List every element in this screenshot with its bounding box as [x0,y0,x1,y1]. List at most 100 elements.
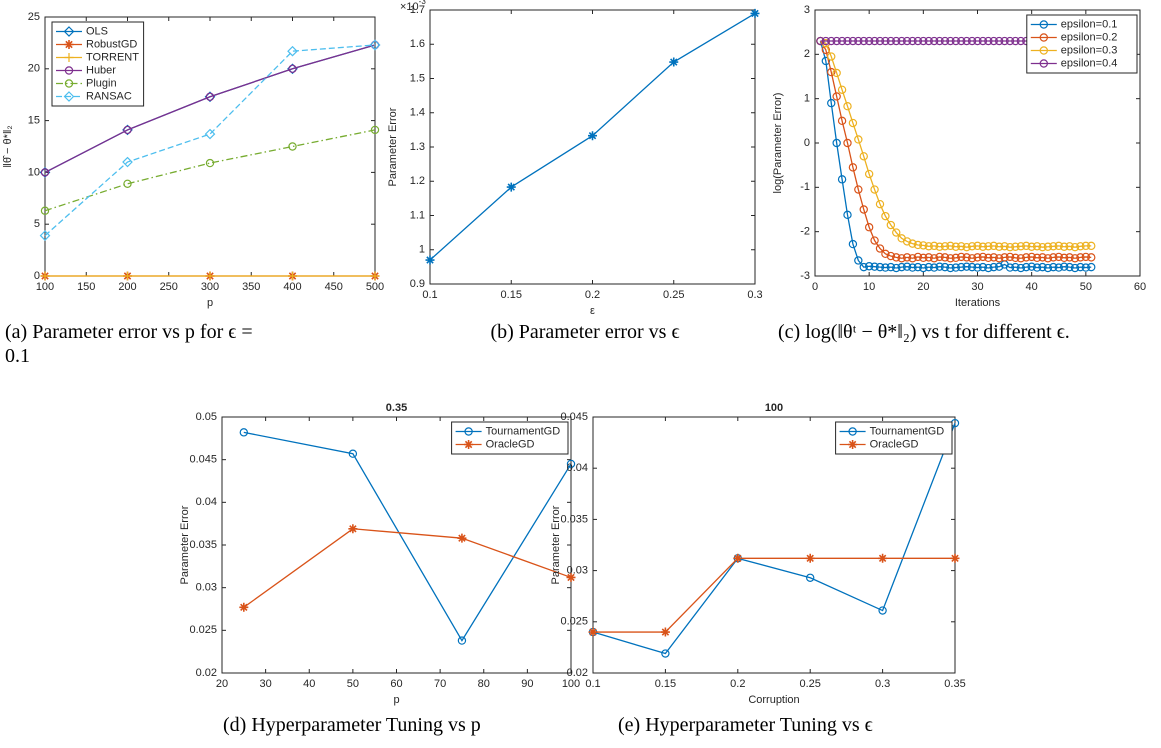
marker [989,262,998,272]
y-tick-label: 1.5 [410,72,425,84]
marker [287,45,298,57]
plot-area [222,417,571,673]
marker [1049,253,1058,262]
x-axis-label: p [393,694,399,706]
legend-marker [1039,33,1049,42]
x-tick-label: 20 [917,281,929,293]
x-tick-label: 0.2 [730,678,745,690]
marker [940,36,950,46]
marker [962,36,971,46]
y-tick-label: 0.035 [560,513,588,525]
marker [843,102,852,111]
marker [935,262,944,271]
marker [1022,241,1031,251]
marker [827,36,836,46]
marker [1065,262,1074,272]
x-tick-label: 50 [1080,281,1092,293]
marker [1087,262,1096,272]
marker [816,36,825,46]
marker [875,262,885,272]
x-tick-label: 400 [283,281,301,293]
marker [978,242,988,251]
marker [205,158,215,168]
y-tick-label: 0.9 [410,278,425,290]
marker [870,36,879,46]
x-tick-label: 30 [971,281,983,293]
marker [832,92,841,101]
plot-lines [239,428,576,645]
marker [1059,262,1069,271]
marker [122,156,133,168]
marker [1059,242,1069,251]
marker [892,263,901,273]
marker [1005,36,1015,46]
y-tick-label: 20 [28,63,40,75]
marker [1032,263,1042,272]
marker [1016,36,1026,46]
marker [859,152,868,161]
legend-label: epsilon=0.4 [1061,57,1118,69]
x-tick-label: 0.1 [585,678,600,690]
marker [1070,263,1080,273]
marker [924,253,933,262]
marker [1000,253,1009,262]
marker [957,252,966,262]
marker [989,253,998,262]
legend-marker [464,427,473,436]
marker [913,240,923,250]
x-tick-label: 250 [160,281,178,293]
marker [919,241,928,250]
chart: 0 10 20 30 40 50 60 -3 -2 -1 0 1 2 3 Iterations log(Par… [772,4,1146,309]
marker [123,271,132,281]
chart: 0.1 0.15 0.2 0.25 0.3 0.9 1 1.1 1.2 1.3 1.4 1.5 1.6 1… [387,0,763,317]
marker [989,36,998,46]
x-tick-label: 500 [366,281,384,293]
marker [967,262,977,272]
marker [892,228,901,237]
marker [821,56,831,66]
marker [951,263,961,272]
marker [875,199,885,209]
y-multiplier-base: ×10 [400,1,419,13]
marker [913,252,923,262]
marker [370,271,380,281]
marker [864,36,874,46]
x-tick-label: 30 [260,678,272,690]
x-tick-label: 60 [1134,281,1146,293]
x-tick-label: 90 [521,678,533,690]
marker [946,36,955,46]
marker [348,524,358,534]
marker [661,649,670,658]
y-tick-label: 10 [28,166,40,178]
marker [940,262,950,272]
marker [886,262,896,272]
marker [919,253,928,263]
legend-label: TournamentGD [486,425,561,437]
marker [1005,242,1015,252]
marker [369,39,381,51]
marker [886,251,896,261]
y-multiplier-exponent: -3 [419,0,427,6]
caption: (b) Parameter error vs ϵ [490,321,680,343]
marker [957,242,966,251]
marker [902,36,912,46]
axes-box [814,9,1141,277]
marker [843,210,852,220]
y-tick-label: 1.6 [410,38,425,50]
series-line [44,44,376,173]
legend-label: epsilon=0.3 [1061,44,1118,56]
plot-area [430,10,755,284]
marker [370,40,380,50]
x-tick-label: 0.15 [655,678,676,690]
x-tick-label: 0.25 [799,678,820,690]
marker [859,36,868,46]
marker [1032,253,1042,263]
marker [1054,252,1063,262]
x-tick-label: 0.3 [875,678,890,690]
legend-marker [848,440,858,449]
marker [978,262,988,272]
marker [288,142,297,151]
marker [1022,262,1031,272]
marker [848,239,858,249]
